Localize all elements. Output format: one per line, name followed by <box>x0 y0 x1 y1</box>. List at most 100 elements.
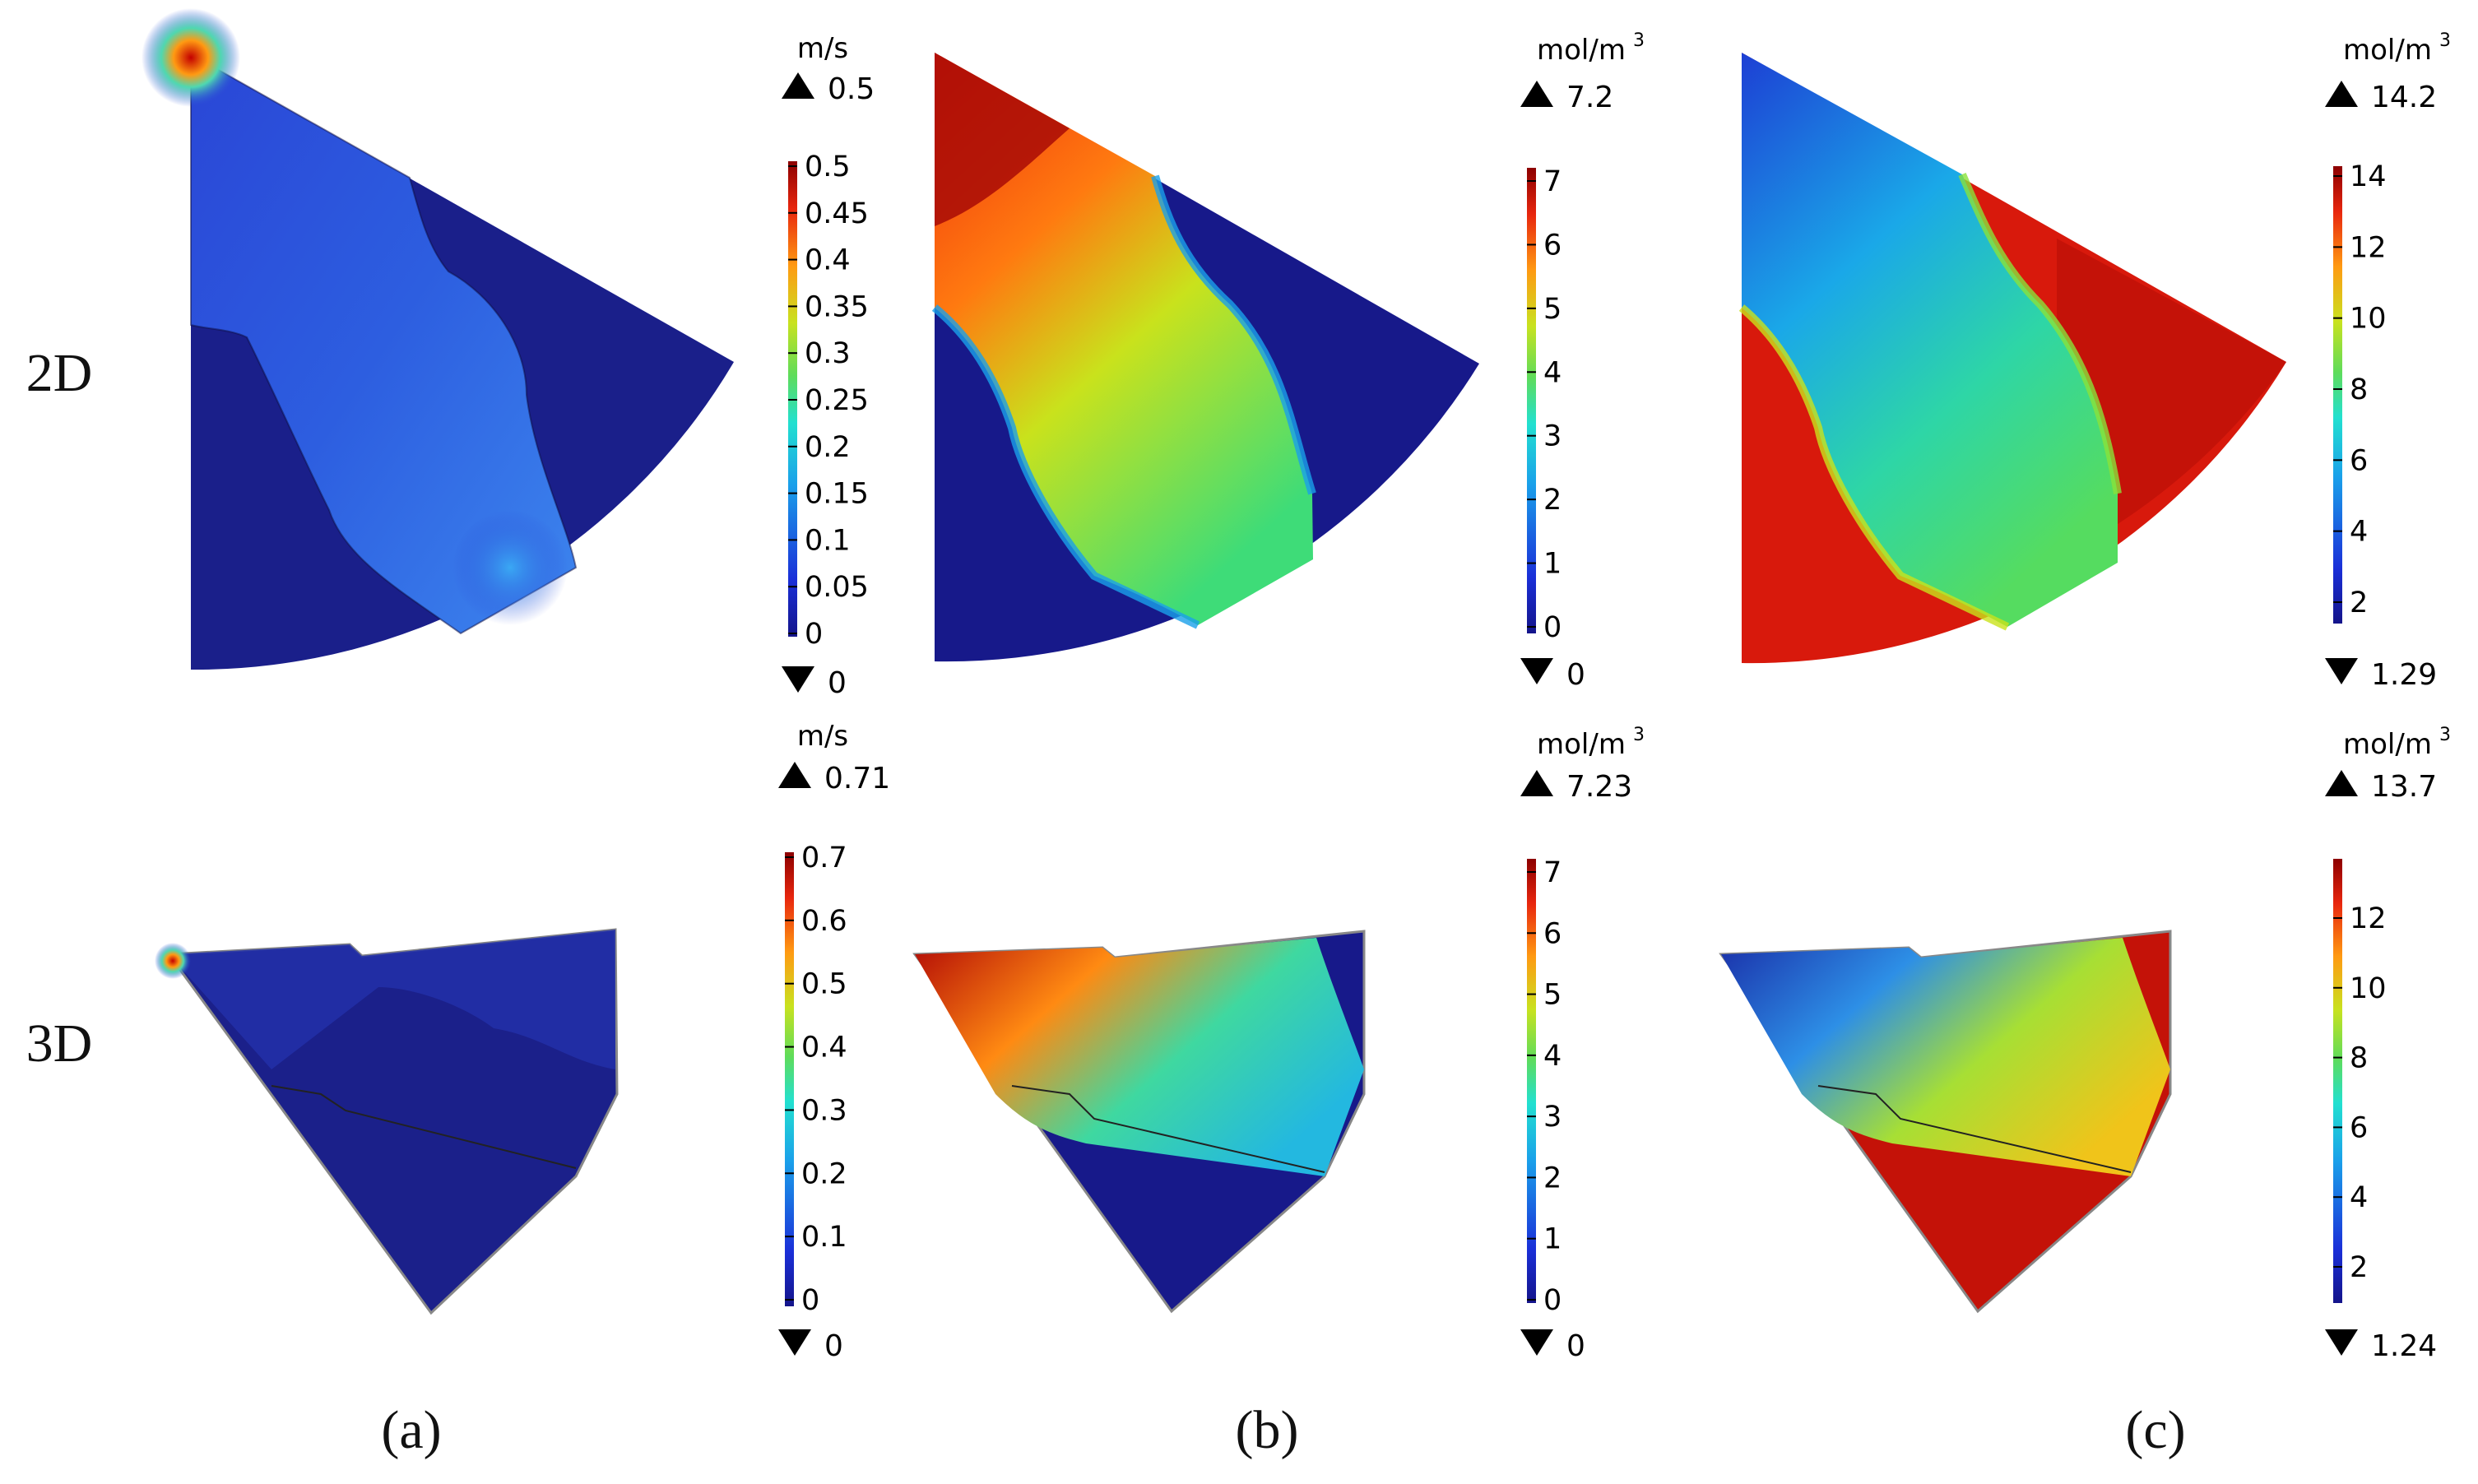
colorbar-min-label: 0 <box>1566 658 1585 692</box>
colorbar-tick-label: 0.2 <box>805 431 851 464</box>
colorbar-unit: mol/m <box>2343 34 2432 67</box>
max-arrow-icon <box>1520 81 1553 107</box>
colorbar-unit-superscript: 3 <box>2439 725 2451 745</box>
colorbar-tick-label: 5 <box>1543 979 1562 1012</box>
colorbar-tick-label: 0.1 <box>805 524 851 557</box>
colorbar-tick-label: 3 <box>1543 1101 1562 1134</box>
colorbar-tick-label: 0.3 <box>801 1094 847 1127</box>
colorbar-min-label: 1.24 <box>2371 1329 2437 1363</box>
plot-2d-velocity <box>142 8 734 670</box>
colorbar-max-label: 0.71 <box>824 762 890 795</box>
colorbar-min-label: 0 <box>1566 1329 1585 1363</box>
colorbar-unit: mol/m <box>2343 728 2432 761</box>
max-arrow-icon <box>1520 770 1553 796</box>
colorbar-unit: m/s <box>797 720 848 753</box>
colorbar-tick-label: 10 <box>2350 303 2387 336</box>
colorbar-tick-label: 6 <box>1543 917 1562 950</box>
min-arrow-icon <box>1520 1329 1553 1356</box>
colorbar-tick-label: 0 <box>1543 1284 1562 1317</box>
colorbar-a-3d: m/s 0.71 0.7 0.6 0.5 0.4 0.3 0.2 0.1 0 0 <box>778 720 890 1363</box>
colorbar-tick-label: 0.45 <box>805 197 869 230</box>
caption-b: (b) <box>1236 1400 1299 1460</box>
colorbar-tick-label: 4 <box>1543 1040 1562 1073</box>
colorbar-b-3d: mol/m 3 7.23 7 6 5 4 3 2 1 0 0 <box>1520 725 1645 1363</box>
colorbar-tick-label: 0.5 <box>805 151 851 183</box>
max-arrow-icon <box>778 762 811 788</box>
max-arrow-icon <box>782 72 814 99</box>
colorbar-b-2d: mol/m 3 7.2 7 6 5 4 3 2 1 0 0 <box>1520 30 1645 692</box>
min-arrow-icon <box>778 1329 811 1356</box>
colorbar-tick-label: 2 <box>1543 1162 1562 1194</box>
colorbar-tick-label: 4 <box>1543 356 1562 389</box>
colorbar-tick-label: 5 <box>1543 293 1562 326</box>
colorbar-gradient <box>2333 166 2342 624</box>
colorbar-tick-label: 2 <box>1543 484 1562 517</box>
plot-3d-velocity <box>155 928 619 1315</box>
max-arrow-icon <box>2325 81 2358 107</box>
plot-3d-concentration-c <box>1719 930 2172 1314</box>
plot-3d-concentration-b <box>912 930 1366 1314</box>
colorbar-tick-label: 3 <box>1543 420 1562 453</box>
colorbar-tick-label: 0.4 <box>805 244 851 277</box>
colorbar-tick-label: 10 <box>2350 972 2387 1005</box>
colorbar-tick-label: 2 <box>2350 1251 2368 1284</box>
colorbar-tick-label: 0 <box>1543 611 1562 644</box>
colorbar-tick-label: 0.2 <box>801 1157 847 1190</box>
colorbar-tick-label: 0.15 <box>805 478 869 511</box>
colorbar-min-label: 0 <box>824 1329 843 1363</box>
colorbar-tick-label: 4 <box>2350 516 2368 549</box>
colorbar-tick-label: 1 <box>1543 548 1562 581</box>
colorbar-tick-label: 6 <box>2350 444 2368 477</box>
colorbar-tick-label: 0 <box>805 618 823 651</box>
colorbar-unit-superscript: 3 <box>2439 30 2451 51</box>
max-arrow-icon <box>2325 770 2358 796</box>
colorbar-c-2d: mol/m 3 14.2 14 12 10 8 6 4 2 1.29 <box>2325 30 2451 692</box>
row-label-3d: 3D <box>26 1013 93 1074</box>
min-arrow-icon <box>2325 1329 2358 1356</box>
colorbar-tick-label: 6 <box>1543 229 1562 262</box>
caption-a: (a) <box>381 1400 441 1460</box>
colorbar-tick-label: 12 <box>2350 902 2387 935</box>
colorbar-unit-superscript: 3 <box>1633 725 1645 745</box>
colorbar-max-label: 14.2 <box>2371 81 2437 114</box>
colorbar-tick-label: 8 <box>2350 1042 2368 1075</box>
min-arrow-icon <box>2325 658 2358 684</box>
colorbar-max-label: 0.5 <box>828 72 875 106</box>
colorbar-tick-label: 0.5 <box>801 968 847 1001</box>
colorbar-a-2d: m/s 0.5 0.5 0.45 0.4 0.35 0.3 0.25 0.2 0.15 0.1 0… <box>782 32 875 700</box>
colorbar-min-label: 1.29 <box>2371 658 2437 692</box>
colorbar-tick-label: 0.6 <box>801 905 847 938</box>
colorbar-tick-label: 0.35 <box>805 290 869 323</box>
colorbar-tick-label: 0 <box>801 1284 819 1317</box>
colorbar-tick-label: 0.05 <box>805 571 869 604</box>
min-arrow-icon <box>782 666 814 693</box>
colorbar-unit: mol/m <box>1537 728 1626 761</box>
colorbar-tick-label: 7 <box>1543 856 1562 889</box>
colorbar-tick-label: 0.7 <box>801 842 847 874</box>
colorbar-tick-label: 2 <box>2350 587 2368 619</box>
colorbar-c-3d: mol/m 3 13.7 12 10 8 6 4 2 1.24 <box>2325 725 2451 1363</box>
plot-2d-concentration-b <box>931 53 1479 662</box>
colorbar-max-label: 7.2 <box>1566 81 1613 114</box>
colorbar-tick-label: 0.3 <box>805 337 851 370</box>
colorbar-tick-label: 6 <box>2350 1111 2368 1144</box>
plot-2d-concentration-c <box>1738 53 2286 664</box>
colorbar-tick-label: 7 <box>1543 165 1562 198</box>
colorbar-max-label: 7.23 <box>1566 770 1632 804</box>
colorbar-tick-label: 4 <box>2350 1181 2368 1214</box>
colorbar-tick-label: 0.1 <box>801 1221 847 1254</box>
colorbar-max-label: 13.7 <box>2371 770 2437 804</box>
colorbar-unit: mol/m <box>1537 34 1626 67</box>
colorbar-tick-label: 12 <box>2350 231 2387 264</box>
colorbar-unit: m/s <box>797 32 848 65</box>
colorbar-gradient <box>1527 168 1536 633</box>
colorbar-tick-label: 0.25 <box>805 384 869 417</box>
colorbar-unit-superscript: 3 <box>1633 30 1645 51</box>
colorbar-min-label: 0 <box>828 666 847 700</box>
colorbar-gradient <box>785 852 794 1306</box>
colorbar-tick-label: 0.4 <box>801 1032 847 1064</box>
colorbar-tick-label: 8 <box>2350 373 2368 406</box>
caption-c: (c) <box>2125 1400 2185 1460</box>
colorbar-gradient <box>2333 859 2342 1303</box>
